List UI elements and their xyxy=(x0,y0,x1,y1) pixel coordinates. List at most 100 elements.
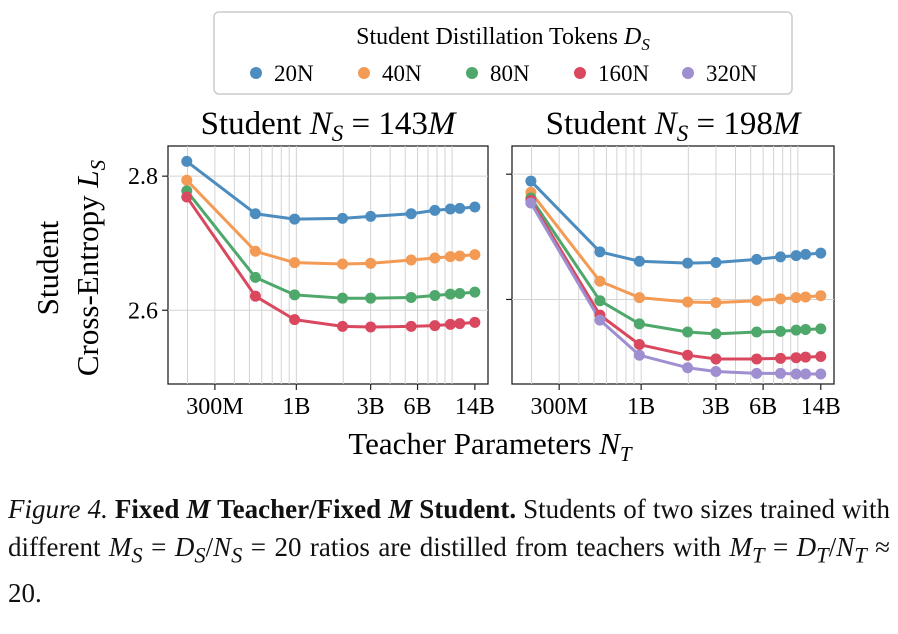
data-point-160N xyxy=(710,353,722,365)
x-tick-label: 14B xyxy=(801,394,841,420)
data-point-20N xyxy=(682,257,694,269)
x-tick-label: 1B xyxy=(627,394,655,420)
data-point-20N xyxy=(815,247,827,259)
caption-math-2-sub: S xyxy=(194,542,206,568)
data-point-20N xyxy=(594,246,606,258)
caption-math-6-sub: T xyxy=(854,542,867,568)
data-point-40N xyxy=(444,251,456,263)
data-point-80N xyxy=(429,290,441,302)
data-point-20N xyxy=(710,256,722,268)
data-point-40N xyxy=(405,254,417,266)
data-point-80N xyxy=(454,287,466,299)
caption-text-6: / xyxy=(828,532,837,562)
data-point-80N xyxy=(800,324,812,336)
caption-math-3: N xyxy=(213,532,232,562)
data-point-40N xyxy=(249,245,261,257)
x-tick-label: 6B xyxy=(749,394,777,420)
plot-area-143m xyxy=(167,145,489,385)
x-tick-label: 3B xyxy=(702,394,730,420)
data-point-160N xyxy=(790,352,802,364)
data-point-20N xyxy=(751,253,763,265)
legend-label-20N: 20N xyxy=(274,61,314,86)
data-point-320N xyxy=(710,365,722,377)
caption-text-2: = xyxy=(142,532,175,562)
x-tick-label: 14B xyxy=(455,394,495,420)
legend-label-40N: 40N xyxy=(382,61,422,86)
data-point-320N xyxy=(633,349,645,361)
chart-figure: Student Distillation Tokens DS 20N 40N 80N… xyxy=(30,11,841,466)
data-point-40N xyxy=(815,290,827,302)
data-point-80N xyxy=(790,324,802,336)
data-point-80N xyxy=(249,271,261,283)
caption-math-4-sub: T xyxy=(752,542,765,568)
caption-math-1-sub: S xyxy=(131,542,143,568)
y-tick-label: 2.8 xyxy=(128,164,158,190)
data-point-80N xyxy=(751,326,763,338)
legend-marker-80N xyxy=(466,67,478,79)
data-point-40N xyxy=(429,252,441,264)
data-point-80N xyxy=(594,295,606,307)
data-point-20N xyxy=(444,203,456,215)
data-point-320N xyxy=(815,368,827,380)
data-point-40N xyxy=(181,174,193,186)
data-point-160N xyxy=(775,352,787,364)
data-point-80N xyxy=(710,328,722,340)
caption-bold-math-2: M xyxy=(388,494,413,524)
data-point-160N xyxy=(469,316,481,328)
legend-marker-20N xyxy=(250,67,262,79)
data-point-160N xyxy=(405,320,417,332)
data-points-198m xyxy=(525,175,827,380)
data-point-40N xyxy=(289,257,301,269)
data-point-20N xyxy=(454,202,466,214)
data-point-320N xyxy=(775,367,787,379)
data-point-40N xyxy=(775,293,787,305)
x-tick-label: 300M xyxy=(186,394,243,420)
data-point-320N xyxy=(594,314,606,326)
x-tick-label: 6B xyxy=(404,394,432,420)
caption-bold-1: Fixed xyxy=(107,494,187,524)
caption-math-5: D xyxy=(796,532,817,562)
data-point-80N xyxy=(682,326,694,338)
caption-math-2: D xyxy=(174,532,195,562)
y-ticks-143m: 2.6 2.8 xyxy=(128,164,168,324)
caption-text-5: = xyxy=(764,532,797,562)
data-point-20N xyxy=(525,175,537,187)
data-point-20N xyxy=(405,208,417,220)
data-point-40N xyxy=(682,296,694,308)
caption-math-4: M xyxy=(729,532,753,562)
y-ticks-198m xyxy=(506,173,512,301)
panel-198m: Student NS = 198M 300M 1B 3B 6B 14B xyxy=(506,106,841,420)
figure-caption: Figure 4. Fixed M Teacher/Fixed M Studen… xyxy=(8,490,890,612)
data-point-20N xyxy=(365,210,377,222)
caption-math-5-sub: T xyxy=(816,542,829,568)
data-point-80N xyxy=(365,292,377,304)
data-point-80N xyxy=(633,318,645,330)
x-tick-label: 1B xyxy=(282,394,310,420)
data-point-160N xyxy=(181,191,193,203)
data-point-40N xyxy=(337,258,349,270)
data-point-160N xyxy=(429,320,441,332)
caption-bold-2: Teacher/Fixed xyxy=(210,494,389,524)
data-point-40N xyxy=(454,250,466,262)
data-point-40N xyxy=(800,291,812,303)
x-ticks-198m: 300M 1B 3B 6B 14B xyxy=(531,384,841,420)
caption-bold-math-1: M xyxy=(186,494,211,524)
data-point-320N xyxy=(682,362,694,374)
data-point-80N xyxy=(289,289,301,301)
caption-text-1: Students of two sizes trained with diffe… xyxy=(8,494,891,562)
data-point-80N xyxy=(405,292,417,304)
legend-marker-320N xyxy=(682,67,694,79)
data-point-80N xyxy=(815,323,827,335)
data-point-40N xyxy=(469,249,481,261)
data-point-20N xyxy=(249,208,261,220)
data-points-143m xyxy=(181,155,481,333)
data-point-160N xyxy=(337,320,349,332)
x-ticks-143m: 300M 1B 3B 6B 14B xyxy=(186,384,495,420)
data-point-320N xyxy=(790,368,802,380)
caption-math-1: M xyxy=(108,532,132,562)
caption-label: Figure 4. xyxy=(8,494,108,524)
data-point-160N xyxy=(633,339,645,351)
data-point-320N xyxy=(800,368,812,380)
legend-marker-160N xyxy=(574,67,586,79)
data-point-40N xyxy=(365,257,377,269)
